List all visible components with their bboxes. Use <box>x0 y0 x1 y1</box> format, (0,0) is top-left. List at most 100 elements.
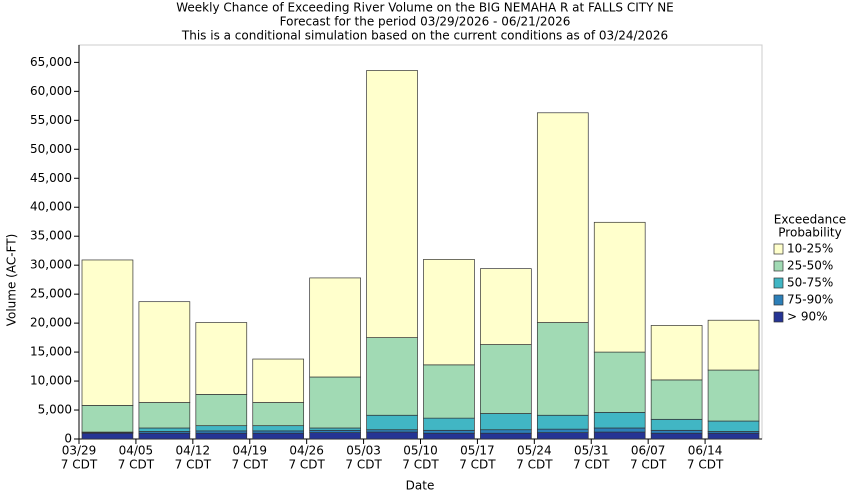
bar-segment <box>252 425 305 432</box>
bar-segment <box>423 417 475 431</box>
x-tick-label: 05/24 <box>517 444 552 458</box>
bar-segment <box>707 420 760 432</box>
bar-segment <box>252 358 305 403</box>
bar-segment <box>366 70 418 338</box>
bar-segment <box>195 394 248 427</box>
bar-segment <box>536 428 589 433</box>
bar-segment <box>593 411 646 429</box>
bar-segment <box>536 112 589 323</box>
bar-segment <box>593 351 646 413</box>
bar-segment <box>650 432 703 440</box>
bar-segment <box>81 432 134 440</box>
bar-segment <box>366 337 418 416</box>
y-tick-label: 20,000 <box>30 316 72 330</box>
bar-segment <box>138 432 191 440</box>
bar-segment <box>536 414 589 430</box>
x-tick-sublabel: 7 CDT <box>345 458 382 472</box>
legend-swatch <box>773 294 784 306</box>
x-tick-label: 04/05 <box>119 444 154 458</box>
bar-segment <box>480 429 532 434</box>
bar-segment <box>480 268 532 345</box>
bar-segment <box>138 301 191 403</box>
x-tick-label: 05/17 <box>460 444 495 458</box>
bar-segment <box>423 432 475 440</box>
x-tick-sublabel: 7 CDT <box>118 458 155 472</box>
bar-segment <box>309 277 361 378</box>
x-tick-sublabel: 7 CDT <box>402 458 439 472</box>
bar-segment <box>138 427 191 432</box>
y-tick-label: 65,000 <box>30 55 72 69</box>
bar-segment <box>366 414 418 431</box>
x-tick-label: 06/14 <box>688 444 723 458</box>
x-tick-sublabel: 7 CDT <box>288 458 325 472</box>
y-tick-label: 10,000 <box>30 374 72 388</box>
x-tick-sublabel: 7 CDT <box>573 458 610 472</box>
legend-swatch <box>773 311 784 323</box>
y-tick-label: 45,000 <box>30 171 72 185</box>
bar-segment <box>81 405 134 433</box>
legend-label: > 90% <box>787 310 828 324</box>
legend-swatch <box>773 260 784 272</box>
bar-segment <box>423 429 475 434</box>
y-tick-label: 0 <box>64 432 72 446</box>
plot-area <box>78 44 763 440</box>
x-tick-sublabel: 7 CDT <box>516 458 553 472</box>
legend-label: 50-75% <box>787 276 833 290</box>
x-tick-sublabel: 7 CDT <box>232 458 269 472</box>
bar-segment <box>195 425 248 432</box>
y-tick-label: 60,000 <box>30 84 72 98</box>
legend-title: Exceedance <box>774 213 846 227</box>
bar-segment <box>195 322 248 395</box>
y-tick-label: 25,000 <box>30 287 72 301</box>
bar-segment <box>423 364 475 419</box>
x-tick-sublabel: 7 CDT <box>630 458 667 472</box>
legend-swatch <box>773 277 784 289</box>
x-axis-label: Date <box>406 479 435 493</box>
chart-title: Forecast for the period 03/29/2026 - 06/… <box>280 15 571 29</box>
bar-segment <box>81 259 134 406</box>
legend-label: 25-50% <box>787 259 833 273</box>
chart-title: This is a conditional simulation based o… <box>181 29 668 43</box>
bar-segment <box>536 432 589 440</box>
bar-segment <box>593 427 646 433</box>
x-tick-label: 04/19 <box>232 444 267 458</box>
bar-segment <box>366 431 418 440</box>
y-tick-label: 55,000 <box>30 113 72 127</box>
bar-segment <box>707 319 760 371</box>
x-tick-label: 05/10 <box>403 444 438 458</box>
x-tick-label: 05/31 <box>574 444 609 458</box>
bar-segment <box>707 369 760 422</box>
bar-segment <box>650 418 703 431</box>
bar-segment <box>593 221 646 353</box>
x-tick-sublabel: 7 CDT <box>61 458 98 472</box>
x-tick-label: 04/26 <box>289 444 324 458</box>
legend-label: 75-90% <box>787 293 833 307</box>
chart-title: Weekly Chance of Exceeding River Volume … <box>176 1 674 15</box>
bar-segment <box>309 376 361 429</box>
y-axis-label: Volume (AC-FT) <box>5 234 19 327</box>
bar-segment <box>309 432 361 440</box>
bar-segment <box>650 429 703 434</box>
bar-segment <box>707 432 760 440</box>
bar-segment <box>252 402 305 427</box>
bar-segment <box>536 322 589 416</box>
y-tick-label: 5,000 <box>38 403 72 417</box>
bar-segment <box>650 379 703 420</box>
legend-label: 10-25% <box>787 242 833 256</box>
legend-swatch <box>773 243 784 255</box>
y-tick-label: 15,000 <box>30 345 72 359</box>
x-tick-label: 04/12 <box>176 444 211 458</box>
bar-segment <box>650 325 703 381</box>
x-tick-sublabel: 7 CDT <box>687 458 724 472</box>
bar-segment <box>480 344 532 414</box>
y-tick-label: 35,000 <box>30 229 72 243</box>
bar-segment <box>480 413 532 431</box>
bar-segment <box>138 402 191 429</box>
x-tick-label: 06/07 <box>631 444 666 458</box>
y-tick-label: 40,000 <box>30 200 72 214</box>
x-tick-label: 05/03 <box>346 444 381 458</box>
x-tick-sublabel: 7 CDT <box>175 458 212 472</box>
bar-segment <box>593 431 646 440</box>
bar-segment <box>423 259 475 366</box>
